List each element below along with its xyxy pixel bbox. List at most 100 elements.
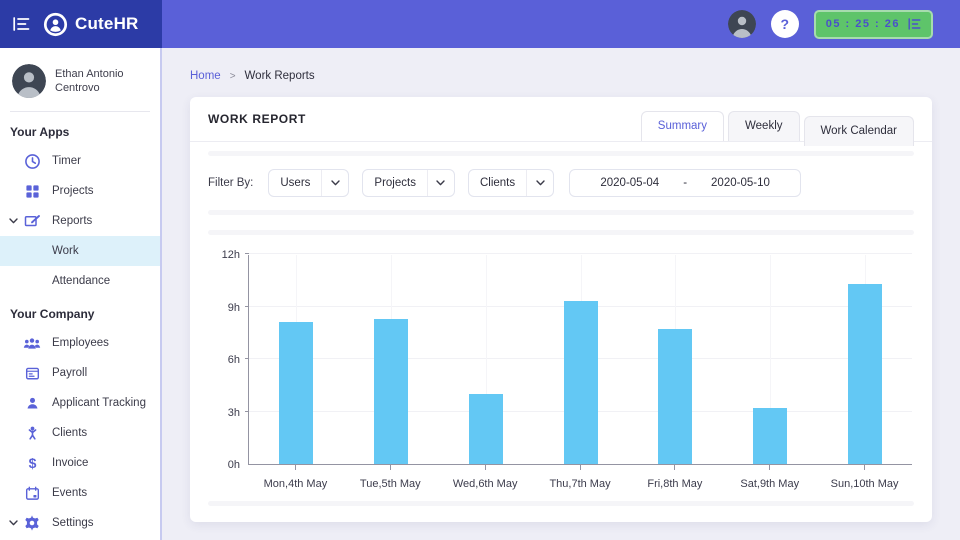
chart-category-sat-9th-may — [723, 255, 818, 464]
top-bar-right: ? 05 : 25 : 26 — [162, 0, 960, 48]
reports-icon — [22, 213, 42, 229]
sidebar-item-invoice[interactable]: $ Invoice — [0, 448, 160, 478]
y-tick-mark — [245, 358, 249, 359]
y-tick-mark — [245, 253, 249, 254]
date-range-picker[interactable]: 2020-05-04 - 2020-05-10 — [569, 169, 802, 197]
timer-log-icon — [908, 18, 921, 30]
bar-sun-10th-may[interactable] — [847, 283, 882, 464]
events-icon — [22, 486, 42, 501]
sidebar-item-reports[interactable]: Reports — [0, 206, 160, 236]
x-tick-label: Sat,9th May — [740, 478, 800, 490]
chart-plot-area — [245, 253, 912, 465]
sidebar-item-label: Payroll — [52, 367, 88, 379]
sidebar-section-title: Your Apps — [10, 125, 70, 139]
x-tick-mark — [389, 465, 391, 470]
x-tick-mark — [864, 465, 866, 470]
y-tick-label: 6h — [227, 354, 240, 366]
chevron-down-icon — [322, 180, 348, 186]
card-title: WORK REPORT — [208, 112, 306, 126]
sidebar-item-timer[interactable]: Timer — [0, 146, 160, 176]
bar-fri-8th-may[interactable] — [658, 329, 693, 464]
breadcrumb: Home > Work Reports — [190, 70, 960, 82]
breadcrumb-current: Work Reports — [244, 70, 315, 82]
divider-bar — [208, 501, 914, 506]
x-tick-mark — [769, 465, 771, 470]
tab-work-calendar[interactable]: Work Calendar — [803, 116, 914, 146]
y-tick-label: 9h — [227, 301, 240, 314]
help-button[interactable]: ? — [770, 10, 799, 38]
y-tick-label: 12h — [221, 249, 240, 261]
projects-filter-value: Projects — [363, 170, 428, 196]
v-gridline — [769, 255, 771, 464]
sidebar-item-attendance[interactable]: Attendance — [0, 266, 160, 296]
brand-area: CuteHR — [0, 0, 162, 48]
timer-value: 05 : 25 : 26 — [825, 18, 900, 30]
app-logo[interactable]: CuteHR — [43, 12, 139, 37]
sidebar-item-label: Employees — [52, 337, 109, 349]
logo-icon — [43, 12, 68, 37]
main-content: Home > Work Reports WORK REPORT Summary W… — [162, 48, 960, 540]
clients-icon — [22, 425, 42, 441]
divider-bar — [208, 230, 914, 235]
clients-filter-select[interactable]: Clients — [467, 169, 555, 197]
applicant-tracking-icon — [22, 396, 42, 411]
chart-category-sun-10th-may — [817, 255, 912, 464]
y-tick-label: 0h — [227, 459, 240, 471]
user-avatar[interactable] — [727, 10, 756, 38]
projects-icon — [22, 184, 42, 199]
chart-category-mon-4th-may — [249, 255, 344, 464]
clients-filter-value: Clients — [469, 170, 528, 196]
y-tick-mark — [245, 305, 249, 307]
payroll-icon — [22, 366, 42, 381]
x-tick-label: Fri,8th May — [647, 478, 703, 490]
sidebar-item-clients[interactable]: Clients — [0, 418, 160, 448]
chart-category-fri-8th-may — [628, 255, 723, 464]
projects-filter-select[interactable]: Projects — [362, 169, 455, 197]
chevron-down-icon — [9, 520, 18, 526]
bar-thu-7th-may[interactable] — [563, 301, 598, 464]
menu-icon[interactable] — [13, 17, 31, 31]
tab-summary[interactable]: Summary — [640, 111, 724, 141]
sidebar-item-projects[interactable]: Projects — [0, 176, 160, 206]
bar-sat-9th-may[interactable] — [752, 408, 787, 464]
bar-tue-5th-may[interactable] — [374, 318, 409, 464]
sidebar-item-settings[interactable]: Settings — [0, 508, 160, 538]
sidebar-profile[interactable]: Ethan Antonio Centrovo — [0, 56, 160, 104]
top-bar: CuteHR ? 05 : 25 : 26 — [0, 0, 960, 48]
timer-button[interactable]: 05 : 25 : 26 — [813, 9, 933, 39]
sidebar-item-events[interactable]: Events — [0, 478, 160, 508]
sidebar-item-applicant-tracking[interactable]: Applicant Tracking — [0, 388, 160, 418]
users-filter-value: Users — [269, 170, 323, 196]
bar-wed-6th-may[interactable] — [468, 394, 503, 464]
breadcrumb-separator-icon: > — [229, 70, 236, 82]
v-gridline — [485, 255, 487, 464]
card-header: WORK REPORT Summary Weekly Work Calendar — [190, 97, 932, 146]
divider-bar — [208, 151, 914, 156]
profile-avatar — [12, 64, 46, 98]
breadcrumb-home-link[interactable]: Home — [190, 70, 221, 82]
sidebar-section-title: Your Company — [10, 307, 95, 321]
chart-y-axis: 0h 3h 6h 9h 12h — [210, 249, 248, 471]
bar-mon-4th-may[interactable] — [279, 322, 314, 464]
chevron-down-icon — [9, 218, 18, 224]
y-tick-label: 3h — [227, 406, 240, 419]
x-tick-label: Thu,7th May — [549, 478, 611, 490]
filter-row: Filter By: Users Projects Clients 2020-0… — [190, 156, 932, 197]
x-tick-label: Sun,10th May — [830, 478, 899, 490]
employees-icon — [22, 337, 42, 350]
tab-weekly[interactable]: Weekly — [728, 111, 800, 141]
sidebar-item-work[interactable]: Work — [0, 236, 160, 266]
x-tick-mark — [579, 465, 581, 470]
sidebar-item-label: Settings — [52, 517, 94, 529]
filter-by-label: Filter By: — [208, 177, 254, 189]
chevron-down-icon — [428, 180, 454, 186]
date-range-separator: - — [683, 177, 688, 189]
x-tick-mark — [294, 465, 296, 470]
invoice-icon: $ — [22, 455, 42, 471]
sidebar-item-label: Reports — [52, 215, 93, 227]
users-filter-select[interactable]: Users — [268, 169, 350, 197]
sidebar-item-employees[interactable]: Employees — [0, 328, 160, 358]
sidebar-item-payroll[interactable]: Payroll — [0, 358, 160, 388]
x-tick-label: Tue,5th May — [359, 478, 421, 490]
x-tick-mark — [674, 465, 676, 470]
